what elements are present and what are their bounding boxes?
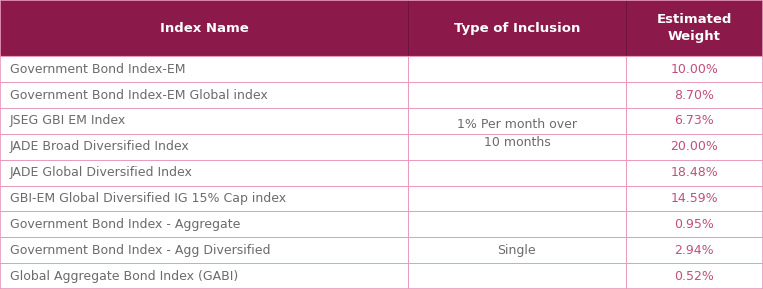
Bar: [0, 160, 408, 186]
Bar: [626, 134, 763, 160]
Text: Type of Inclusion: Type of Inclusion: [454, 22, 580, 35]
Text: 14.59%: 14.59%: [671, 192, 718, 205]
Text: Estimated
Weight: Estimated Weight: [657, 13, 732, 43]
Text: Government Bond Index - Agg Diversified: Government Bond Index - Agg Diversified: [10, 244, 270, 257]
Text: JADE Broad Diversified Index: JADE Broad Diversified Index: [10, 140, 190, 153]
Bar: [408, 186, 626, 212]
Bar: [0, 108, 408, 134]
Bar: [408, 108, 626, 134]
Text: 6.73%: 6.73%: [674, 114, 714, 127]
Bar: [408, 237, 626, 263]
Bar: [0, 134, 408, 160]
Bar: [626, 108, 763, 134]
Text: 1% Per month over
10 months: 1% Per month over 10 months: [457, 118, 577, 149]
Text: 18.48%: 18.48%: [671, 166, 718, 179]
Text: Government Bond Index-EM: Government Bond Index-EM: [10, 63, 185, 76]
Text: 0.52%: 0.52%: [674, 270, 714, 283]
Bar: [408, 0, 626, 56]
Text: Government Bond Index-EM Global index: Government Bond Index-EM Global index: [10, 89, 268, 102]
Bar: [408, 160, 626, 186]
Text: Index Name: Index Name: [159, 22, 249, 35]
Bar: [626, 56, 763, 82]
Bar: [408, 82, 626, 108]
Bar: [626, 160, 763, 186]
Bar: [408, 134, 626, 160]
Bar: [626, 82, 763, 108]
Bar: [0, 0, 408, 56]
Bar: [0, 56, 408, 82]
Text: Global Aggregate Bond Index (GABI): Global Aggregate Bond Index (GABI): [10, 270, 238, 283]
Text: JADE Global Diversified Index: JADE Global Diversified Index: [10, 166, 193, 179]
Bar: [408, 212, 626, 237]
Text: 10.00%: 10.00%: [671, 63, 718, 76]
Bar: [408, 263, 626, 289]
Bar: [626, 186, 763, 212]
Text: JSEG GBI EM Index: JSEG GBI EM Index: [10, 114, 126, 127]
Bar: [0, 186, 408, 212]
Bar: [626, 237, 763, 263]
Bar: [626, 263, 763, 289]
Bar: [0, 82, 408, 108]
Bar: [626, 0, 763, 56]
Text: 0.95%: 0.95%: [674, 218, 714, 231]
Text: Government Bond Index - Aggregate: Government Bond Index - Aggregate: [10, 218, 240, 231]
Bar: [626, 212, 763, 237]
Text: 8.70%: 8.70%: [674, 89, 714, 102]
Text: 20.00%: 20.00%: [671, 140, 718, 153]
Text: 2.94%: 2.94%: [674, 244, 714, 257]
Bar: [408, 56, 626, 82]
Bar: [0, 237, 408, 263]
Text: Single: Single: [497, 244, 536, 257]
Bar: [0, 212, 408, 237]
Text: GBI-EM Global Diversified IG 15% Cap index: GBI-EM Global Diversified IG 15% Cap ind…: [10, 192, 286, 205]
Bar: [0, 263, 408, 289]
